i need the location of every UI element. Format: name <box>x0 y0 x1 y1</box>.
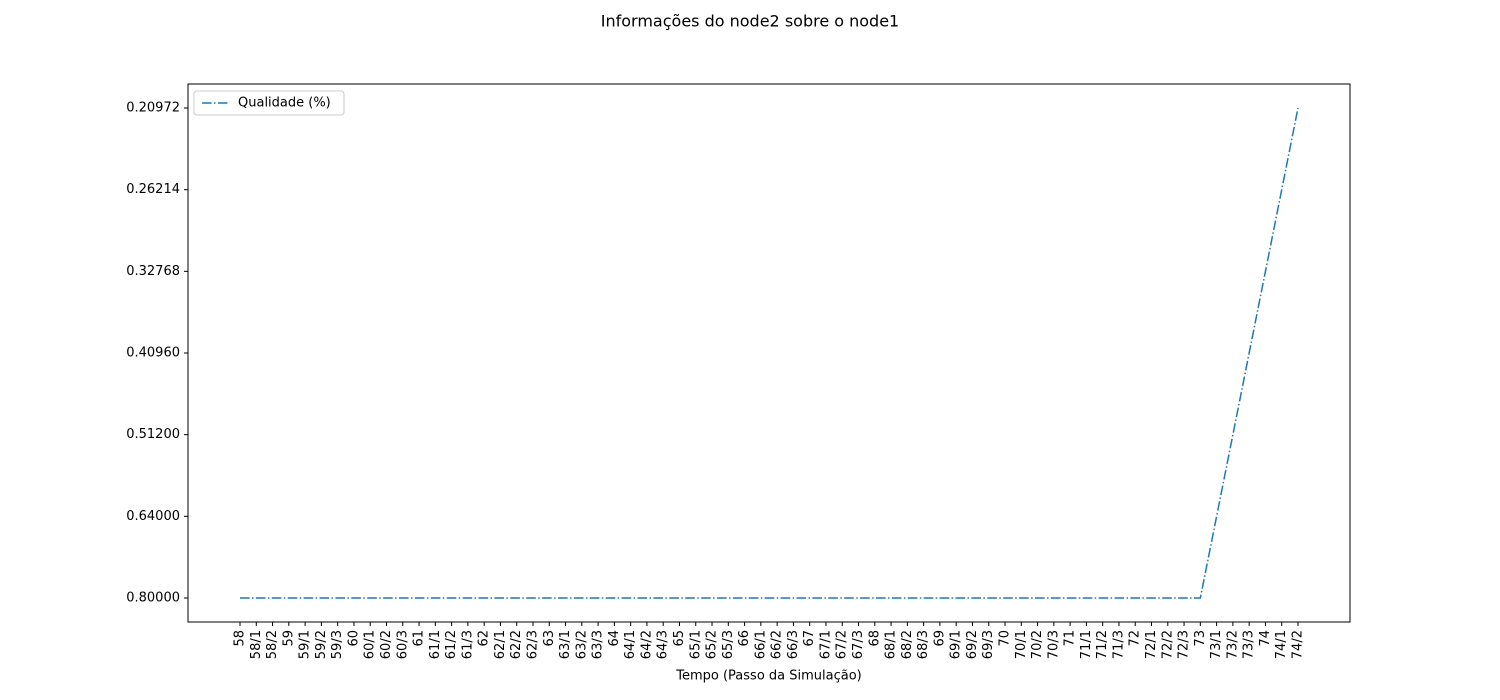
x-tick-label: 62/1 <box>493 630 508 659</box>
x-tick-label: 64/2 <box>639 630 654 659</box>
x-tick-label: 71/3 <box>1111 630 1126 659</box>
legend: Qualidade (%) <box>193 90 345 116</box>
x-tick-label: 73/1 <box>1209 630 1224 659</box>
x-tick-label: 65 <box>672 630 687 647</box>
x-tick-label: 72/3 <box>1177 630 1192 659</box>
x-tick-label: 73/3 <box>1242 630 1257 659</box>
x-tick-label: 65/1 <box>688 630 703 659</box>
x-tick-label: 59/1 <box>298 630 313 659</box>
x-tick-label: 61/1 <box>428 630 443 659</box>
x-tick-label: 69/3 <box>981 630 996 659</box>
x-tick-label: 73 <box>1193 630 1208 647</box>
x-tick-label: 62/2 <box>509 630 524 659</box>
x-tick-label: 61/2 <box>444 630 459 659</box>
x-tick-label: 70/3 <box>1046 630 1061 659</box>
x-tick-label: 58 <box>233 630 248 647</box>
x-tick-label: 60/3 <box>395 630 410 659</box>
y-tick-label: 0.20972 <box>126 101 180 116</box>
x-tick-label: 62 <box>477 630 492 647</box>
x-tick-label: 66/3 <box>786 630 801 659</box>
x-tick-label: 63 <box>542 630 557 647</box>
plot-area <box>187 83 1351 623</box>
x-tick-label: 69/2 <box>965 630 980 659</box>
x-tick-label: 67 <box>802 630 817 647</box>
x-tick-label: 67/2 <box>835 630 850 659</box>
x-tick-label: 62/3 <box>525 630 540 659</box>
y-tick-label: 0.32768 <box>126 264 180 279</box>
legend-box <box>193 90 345 116</box>
x-tick-label: 72/1 <box>1144 630 1159 659</box>
x-tick-label: 69/1 <box>949 630 964 659</box>
x-tick-label: 64 <box>607 630 622 647</box>
x-tick-label: 64/3 <box>656 630 671 659</box>
x-tick-label: 60/2 <box>379 630 394 659</box>
x-tick-label: 60/1 <box>363 630 378 659</box>
x-tick-label: 63/3 <box>591 630 606 659</box>
x-tick-label: 59 <box>281 630 296 647</box>
y-tick-label: 0.80000 <box>126 591 180 606</box>
y-tick-label: 0.40960 <box>126 346 180 361</box>
x-tick-label: 72 <box>1128 630 1143 647</box>
x-tick-label: 63/2 <box>574 630 589 659</box>
x-tick-label: 65/2 <box>705 630 720 659</box>
x-tick-label: 58/1 <box>249 630 264 659</box>
x-tick-label: 74 <box>1258 630 1273 647</box>
x-tick-label: 71/2 <box>1095 630 1110 659</box>
y-tick-label: 0.51200 <box>126 427 180 442</box>
legend-label: Qualidade (%) <box>238 96 331 111</box>
x-tick-label: 66/2 <box>770 630 785 659</box>
x-tick-label: 70/2 <box>1030 630 1045 659</box>
x-tick-label: 59/3 <box>330 630 345 659</box>
x-tick-label: 66/1 <box>753 630 768 659</box>
x-tick-label: 73/2 <box>1225 630 1240 659</box>
data-line <box>240 107 1299 599</box>
x-tick-label: 68/3 <box>916 630 931 659</box>
y-tick-label: 0.26214 <box>126 182 180 197</box>
x-tick-label: 71 <box>1063 630 1078 647</box>
x-tick-label: 74/2 <box>1290 630 1305 659</box>
x-tick-label: 58/2 <box>265 630 280 659</box>
x-tick-label: 59/2 <box>314 630 329 659</box>
x-axis-label: Tempo (Passo da Simulação) <box>675 669 862 684</box>
x-tick-label: 74/1 <box>1274 630 1289 659</box>
x-tick-label: 65/3 <box>721 630 736 659</box>
x-tick-label: 67/3 <box>851 630 866 659</box>
x-tick-label: 63/1 <box>558 630 573 659</box>
chart-title: Informações do node2 sobre o node1 <box>601 12 899 31</box>
x-tick-label: 71/1 <box>1079 630 1094 659</box>
x-tick-label: 70 <box>998 630 1013 647</box>
x-tick-label: 68/2 <box>900 630 915 659</box>
x-tick-label: 66 <box>737 630 752 647</box>
x-tick-label: 68/1 <box>884 630 899 659</box>
x-tick-label: 64/1 <box>623 630 638 659</box>
x-tick-label: 61/3 <box>460 630 475 659</box>
x-tick-label: 60 <box>346 630 361 647</box>
x-tick-label: 61 <box>412 630 427 647</box>
x-tick-label: 72/2 <box>1160 630 1175 659</box>
y-tick-label: 0.64000 <box>126 509 180 524</box>
x-tick-label: 67/1 <box>818 630 833 659</box>
x-tick-label: 69 <box>932 630 947 647</box>
x-tick-label: 68 <box>867 630 882 647</box>
x-tick-label: 70/1 <box>1014 630 1029 659</box>
